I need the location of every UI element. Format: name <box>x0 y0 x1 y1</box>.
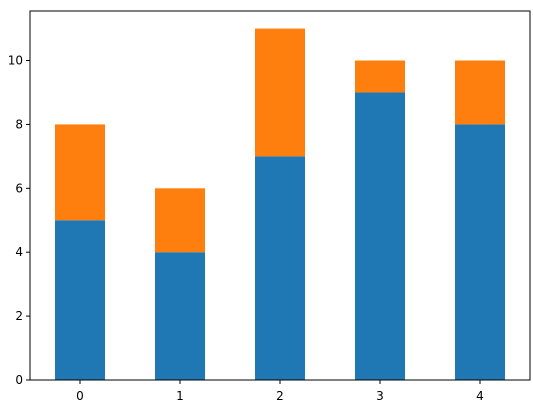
bar-segment-s0-c4 <box>455 124 505 380</box>
x-tick-label: 2 <box>276 389 284 403</box>
x-tick-label: 0 <box>76 389 84 403</box>
bar-segment-s1-c3 <box>355 60 405 93</box>
x-tick-label: 1 <box>176 389 184 403</box>
x-tick-label: 3 <box>376 389 384 403</box>
bar-segment-s1-c2 <box>255 28 305 157</box>
bar-segment-s1-c0 <box>55 124 105 221</box>
plot-frame <box>29 10 531 381</box>
y-tick-label: 4 <box>15 245 23 259</box>
bar-segment-s0-c2 <box>255 156 305 380</box>
bar-segment-s0-c1 <box>155 252 205 380</box>
bar-segment-s1-c4 <box>455 60 505 125</box>
y-tick-label: 8 <box>15 117 23 131</box>
y-tick-label: 2 <box>15 309 23 323</box>
bar-segment-s0-c0 <box>55 220 105 380</box>
y-axis-ticks: 0 2 4 6 8 10 <box>8 54 30 387</box>
bar-segment-s0-c3 <box>355 92 405 380</box>
x-axis-ticks: 0 1 2 3 4 <box>76 380 484 403</box>
bar-segment-s1-c1 <box>155 188 205 253</box>
y-tick-label: 0 <box>15 373 23 387</box>
bar-group <box>55 28 505 380</box>
y-tick-label: 10 <box>8 54 23 68</box>
y-tick-label: 6 <box>15 181 23 195</box>
x-tick-label: 4 <box>476 389 484 403</box>
